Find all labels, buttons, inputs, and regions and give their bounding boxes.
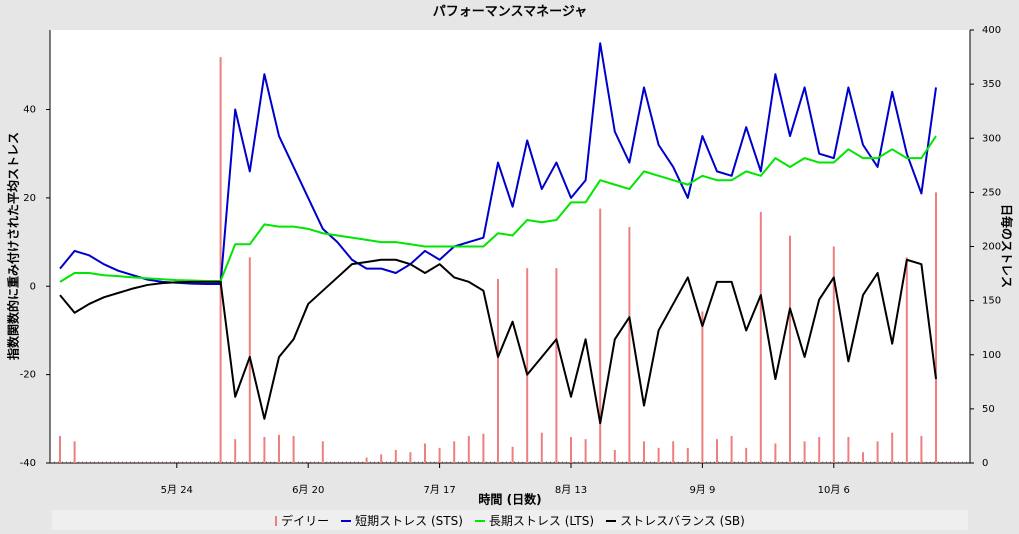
x-tick-label: 8月 13: [555, 484, 587, 496]
daily-bar: [570, 437, 572, 463]
daily-bar: [292, 435, 295, 463]
daily-bar: [891, 432, 894, 463]
daily-bar: [424, 443, 426, 463]
daily-bar: [453, 441, 456, 463]
daily-bar: [380, 454, 383, 463]
daily-bar: [759, 211, 762, 463]
series-line: [59, 42, 937, 286]
daily-bar: [482, 433, 485, 463]
y-tick-label: 40: [23, 105, 36, 116]
daily-bar: [657, 447, 660, 463]
daily-bar: [555, 268, 558, 463]
daily-bar: [73, 441, 76, 463]
legend-swatch: [474, 520, 485, 522]
daily-bar: [643, 441, 645, 463]
y-axis-label: 指数関数的に重み付けされた平均ストレス: [6, 132, 21, 360]
legend-item: ストレスバランス (SB): [606, 512, 745, 529]
daily-bar: [803, 441, 806, 463]
daily-bar: [599, 208, 602, 463]
daily-bar: [467, 435, 470, 463]
y2-axis-label: 日毎のストレス: [1000, 204, 1015, 288]
daily-bar: [920, 435, 923, 463]
legend-item: デイリー: [275, 512, 329, 529]
daily-bar: [540, 432, 543, 463]
daily-bar: [613, 450, 616, 463]
daily-bar: [409, 452, 412, 463]
x-tick-label: 10月 6: [818, 484, 850, 496]
legend-swatch: [341, 520, 352, 522]
daily-bar: [847, 437, 850, 463]
daily-bar: [716, 439, 718, 463]
legend-swatch: [606, 520, 617, 522]
daily-bar: [278, 434, 280, 463]
plot-area: [50, 30, 970, 463]
y2-tick-label: 250: [982, 187, 1001, 198]
x-tick-label: 7月 17: [423, 484, 455, 496]
chart-title: パフォーマンスマネージャ: [433, 5, 587, 20]
x-axis-label: 時間 (日数): [478, 492, 541, 507]
daily-bar: [394, 450, 397, 463]
daily-bar: [234, 439, 237, 463]
y-tick-label: -20: [20, 370, 36, 381]
y2-tick-label: 350: [982, 79, 1001, 90]
y2-tick-label: 400: [982, 25, 1001, 36]
daily-bar: [526, 268, 529, 463]
daily-bar: [789, 235, 791, 463]
y2-tick-label: 50: [982, 404, 995, 415]
daily-bar: [438, 447, 441, 463]
legend-label: ストレスバランス (SB): [620, 513, 745, 528]
legend-item: 長期ストレス (LTS): [474, 512, 595, 529]
daily-bar: [832, 246, 835, 463]
daily-bar: [628, 227, 631, 463]
daily-bar: [818, 437, 821, 463]
daily-bar: [745, 447, 748, 463]
x-tick-label: 5月 24: [161, 484, 193, 496]
daily-bar: [672, 441, 675, 463]
series-line: [59, 258, 937, 425]
daily-bar: [584, 439, 587, 463]
daily-bar: [701, 311, 704, 463]
daily-bar: [263, 437, 266, 463]
legend: デイリー 短期ストレス (STS) 長期ストレス (LTS) ストレスバランス (SB…: [52, 510, 968, 530]
y2-tick-label: 0: [982, 458, 988, 469]
y-tick-label: 0: [30, 281, 36, 292]
x-tick-label: 6月 20: [292, 484, 324, 496]
y-tick-label: 20: [23, 193, 36, 204]
daily-bar: [365, 457, 368, 463]
y2-tick-label: 100: [982, 350, 1001, 361]
x-tick-label: 9月 9: [689, 484, 715, 496]
y2-tick-label: 150: [982, 296, 1001, 307]
legend-swatch: [275, 516, 278, 526]
y2-tick-label: 300: [982, 133, 1001, 144]
daily-bar: [774, 443, 777, 463]
daily-bar: [905, 257, 908, 463]
daily-bar: [497, 278, 499, 463]
daily-bar: [686, 447, 689, 463]
legend-label: 長期ストレス (LTS): [488, 513, 595, 528]
legend-item: 短期ストレス (STS): [341, 512, 463, 529]
daily-bar: [321, 441, 324, 463]
daily-bar: [511, 446, 514, 463]
chart: パフォーマンスマネージャ 時間 (日数) 指数関数的に重み付けされた平均ストレス…: [6, 5, 1015, 507]
legend-label: デイリー: [281, 513, 330, 528]
daily-bar: [219, 57, 222, 463]
y2-tick-label: 200: [982, 242, 1001, 253]
daily-bar: [935, 192, 937, 463]
y-tick-label: -40: [20, 458, 36, 469]
daily-bar: [59, 435, 61, 463]
daily-bar: [730, 435, 733, 463]
daily-bar: [876, 441, 879, 463]
daily-bar: [862, 452, 864, 463]
legend-label: 短期ストレス (STS): [355, 513, 463, 528]
